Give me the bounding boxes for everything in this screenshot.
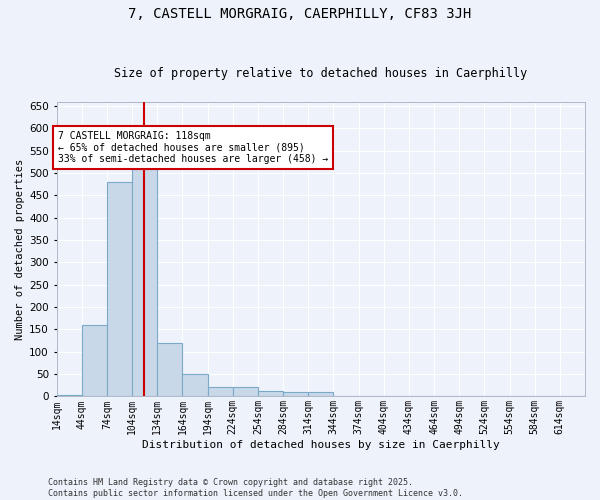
Bar xyxy=(132,168,157,396)
Text: Contains HM Land Registry data © Crown copyright and database right 2025.
Contai: Contains HM Land Registry data © Crown c… xyxy=(48,478,463,498)
Text: 7, CASTELL MORGRAIG, CAERPHILLY, CF83 3JH: 7, CASTELL MORGRAIG, CAERPHILLY, CF83 3J… xyxy=(128,8,472,22)
Bar xyxy=(182,374,208,396)
X-axis label: Distribution of detached houses by size in Caerphilly: Distribution of detached houses by size … xyxy=(142,440,500,450)
Bar xyxy=(308,392,334,396)
Text: 7 CASTELL MORGRAIG: 118sqm
← 65% of detached houses are smaller (895)
33% of sem: 7 CASTELL MORGRAIG: 118sqm ← 65% of deta… xyxy=(58,130,328,164)
Bar xyxy=(107,182,132,396)
Bar xyxy=(283,392,308,396)
Y-axis label: Number of detached properties: Number of detached properties xyxy=(15,158,25,340)
Bar xyxy=(157,343,182,396)
Bar xyxy=(82,325,107,396)
Bar xyxy=(233,386,258,396)
Bar xyxy=(56,395,82,396)
Bar xyxy=(208,386,233,396)
Title: Size of property relative to detached houses in Caerphilly: Size of property relative to detached ho… xyxy=(114,66,527,80)
Bar xyxy=(258,391,283,396)
